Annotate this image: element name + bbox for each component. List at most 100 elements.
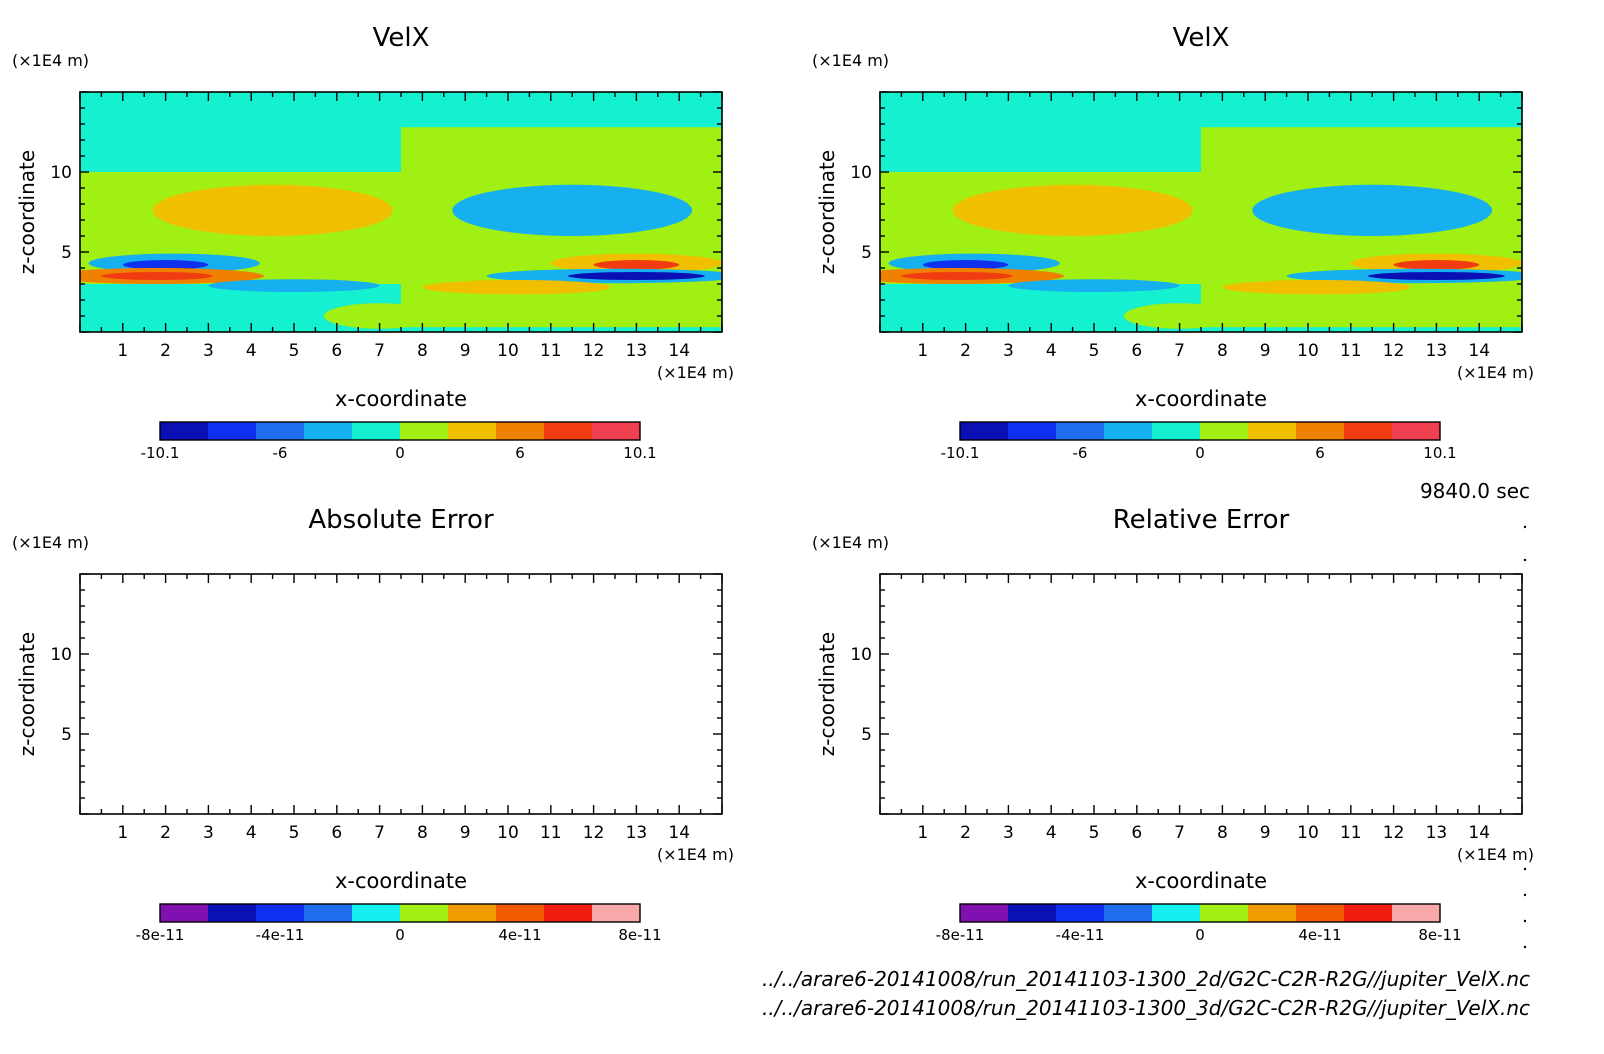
x-tick-label: 7 <box>1174 341 1185 361</box>
x-tick-label: 2 <box>160 341 171 361</box>
colorbar-swatch <box>1056 904 1105 922</box>
y-axis-title: z-coordinate <box>815 632 839 756</box>
x-axis-title: x-coordinate <box>1135 869 1267 893</box>
colorbar-swatch <box>544 904 593 922</box>
colorbar-swatch <box>1200 422 1249 440</box>
colorbar-swatch <box>256 422 305 440</box>
x-unit-label: (×1E4 m) <box>1457 363 1534 382</box>
colorbar-swatch <box>1008 904 1057 922</box>
field-blob-15 <box>422 280 611 295</box>
colorbar-swatch <box>256 904 305 922</box>
y-unit-label: (×1E4 m) <box>812 533 889 552</box>
colorbar-swatch <box>1056 422 1105 440</box>
x-tick-label: 4 <box>1046 341 1057 361</box>
y-tick-label: 5 <box>861 243 872 263</box>
x-unit-label: (×1E4 m) <box>657 363 734 382</box>
x-tick-label: 11 <box>540 823 562 843</box>
y-axis: 5 10 <box>850 573 1522 815</box>
x-tick-label: 4 <box>1046 823 1057 843</box>
x-tick-label: 13 <box>626 341 648 361</box>
colorbar-swatch <box>1296 422 1345 440</box>
source-file-1: ../../arare6-20141008/run_20141103-1300_… <box>762 967 1530 991</box>
field-blob-12 <box>1393 260 1480 270</box>
x-tick-label: 5 <box>289 823 300 843</box>
x-tick-label: 6 <box>1131 341 1142 361</box>
x-tick-label: 8 <box>417 823 428 843</box>
x-tick-label: 13 <box>1426 823 1448 843</box>
colorbar-swatch <box>1296 904 1345 922</box>
colorbar-swatch <box>352 422 401 440</box>
field-blob-5 <box>452 184 693 236</box>
x-tick-label: 13 <box>1426 341 1448 361</box>
colorbar-swatch <box>160 904 209 922</box>
colorbar-tick-label: 6 <box>515 444 525 462</box>
y-tick-label: 5 <box>61 725 72 745</box>
x-tick-label: 3 <box>203 823 214 843</box>
field-blob-15 <box>1222 280 1411 295</box>
colorbar: -8e-11 -4e-11 0 4e-11 8e-11 <box>936 903 1462 944</box>
field-blob-14 <box>1367 272 1505 280</box>
x-tick-label: 9 <box>1260 823 1271 843</box>
y-tick-label: 10 <box>50 163 72 183</box>
colorbar: -8e-11 -4e-11 0 4e-11 8e-11 <box>136 903 662 944</box>
x-tick-label: 13 <box>626 823 648 843</box>
colorbar-swatch <box>304 422 353 440</box>
field-blob-9 <box>901 272 1013 280</box>
colorbar-tick-label: 4e-11 <box>498 926 541 944</box>
colorbar-tick-label: 0 <box>1195 926 1205 944</box>
colorbar-tick-label: 8e-11 <box>1418 926 1461 944</box>
x-tick-label: 12 <box>1383 823 1405 843</box>
x-tick-label: 5 <box>289 341 300 361</box>
x-tick-label: 1 <box>917 341 928 361</box>
colorbar-swatch <box>496 422 545 440</box>
colorbar-tick-label: 0 <box>1195 444 1205 462</box>
x-axis: 1 2 3 4 5 6 7 8 9 10 11 12 13 14 <box>879 92 1523 361</box>
field-blob-4 <box>952 184 1193 236</box>
field-blob-12 <box>593 260 680 270</box>
x-tick-label: 14 <box>1468 341 1490 361</box>
x-tick-label: 4 <box>246 823 257 843</box>
x-tick-label: 10 <box>497 341 519 361</box>
colorbar-tick-label: -4e-11 <box>1056 926 1105 944</box>
colorbar-swatch <box>1200 904 1249 922</box>
x-tick-label: 5 <box>1089 341 1100 361</box>
y-axis-title: z-coordinate <box>15 632 39 756</box>
x-tick-label: 2 <box>960 823 971 843</box>
field-blob-7 <box>122 260 209 270</box>
colorbar-tick-label: -8e-11 <box>936 926 985 944</box>
x-tick-label: 14 <box>668 341 690 361</box>
y-tick-label: 10 <box>850 163 872 183</box>
colorbar-tick-label: 6 <box>1315 444 1325 462</box>
colorbar-swatch <box>1152 904 1201 922</box>
x-tick-label: 8 <box>417 341 428 361</box>
x-tick-label: 9 <box>460 341 471 361</box>
colorbar: -10.1 -6 0 6 10.1 <box>941 421 1457 462</box>
colorbar-swatch <box>304 904 353 922</box>
colorbar-tick-label: -10.1 <box>941 444 980 462</box>
field <box>880 92 1522 332</box>
x-tick-label: 12 <box>1383 341 1405 361</box>
y-tick-label: 5 <box>861 725 872 745</box>
field <box>80 92 722 332</box>
colorbar-swatch <box>496 904 545 922</box>
colorbar-tick-label: 4e-11 <box>1298 926 1341 944</box>
x-tick-label: 9 <box>460 823 471 843</box>
y-tick-label: 10 <box>50 645 72 665</box>
colorbar-tick-label: 0 <box>395 926 405 944</box>
x-tick-label: 6 <box>331 341 342 361</box>
field-blob-9 <box>101 272 213 280</box>
y-axis-title: z-coordinate <box>15 150 39 274</box>
colorbar-swatch <box>352 904 401 922</box>
colorbar-swatch <box>592 422 641 440</box>
chart-title: VelX <box>373 23 430 53</box>
colorbar-tick-label: 0 <box>395 444 405 462</box>
x-tick-label: 14 <box>668 823 690 843</box>
x-tick-label: 5 <box>1089 823 1100 843</box>
x-tick-label: 12 <box>583 823 605 843</box>
x-axis-title: x-coordinate <box>335 869 467 893</box>
x-tick-label: 1 <box>117 341 128 361</box>
field-blob-10 <box>1008 279 1180 292</box>
colorbar-tick-label: -4e-11 <box>256 926 305 944</box>
chart-title: Relative Error <box>1113 505 1290 535</box>
chart-panel-2: 1 2 3 4 5 6 7 8 9 10 11 12 13 14(×1E4 m)x-coordinate5… <box>812 23 1534 462</box>
